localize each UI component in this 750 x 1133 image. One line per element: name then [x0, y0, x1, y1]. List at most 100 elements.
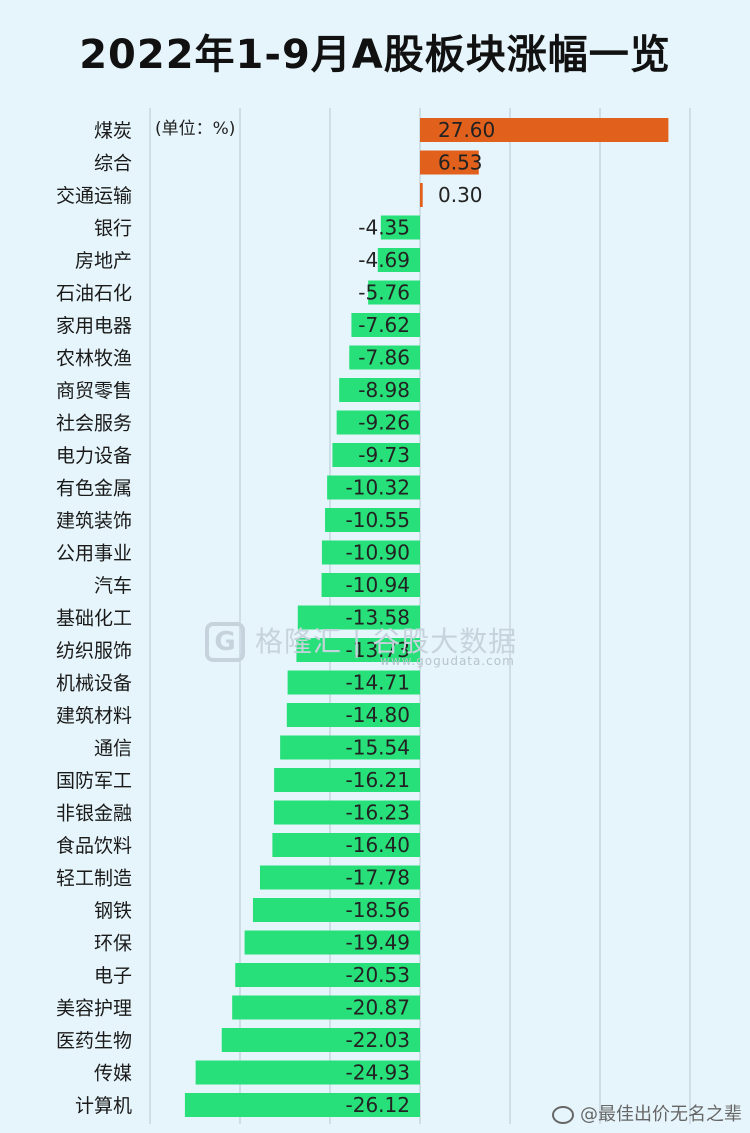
bar: [321, 573, 420, 597]
chart-title: 2022年1-9月A股板块涨幅一览: [79, 32, 671, 78]
value-label: -16.21: [346, 768, 410, 792]
value-label: -13.58: [346, 606, 410, 630]
bar: [368, 280, 420, 305]
category-label: 石油石化: [56, 283, 132, 305]
category-label: 综合: [94, 153, 132, 175]
bar: [273, 800, 420, 825]
value-label: -15.54: [346, 736, 410, 760]
value-label: -18.56: [346, 898, 410, 922]
value-label: 0.30: [438, 183, 483, 207]
value-label: -10.94: [346, 573, 410, 597]
category-label: 商贸零售: [56, 380, 132, 402]
value-label: -10.32: [346, 476, 410, 500]
bar: [221, 1028, 420, 1052]
bar: [184, 1093, 420, 1117]
category-label: 公用事业: [56, 543, 132, 565]
value-label: -19.49: [346, 931, 410, 955]
value-label: -16.40: [346, 833, 410, 857]
watermark-text: 格隆汇 | 谷股大数据: [255, 625, 518, 658]
unit-note: (单位：%): [155, 119, 236, 139]
category-label: 银行: [94, 218, 132, 240]
category-label: 基础化工: [56, 608, 132, 630]
category-label: 通信: [94, 738, 132, 760]
category-label: 传媒: [94, 1063, 132, 1085]
bar: [321, 540, 420, 565]
value-label: -9.73: [358, 443, 410, 467]
category-label: 非银金融: [56, 803, 132, 825]
bar: [349, 345, 420, 370]
bar: [380, 215, 420, 240]
value-label: 27.60: [438, 118, 495, 142]
bar: [327, 475, 420, 500]
category-label: 交通运输: [56, 185, 132, 207]
category-label: 纺织服饰: [56, 640, 132, 662]
watermark-logo-icon: G: [205, 622, 245, 662]
weibo-icon: [552, 1106, 574, 1124]
value-label: -9.26: [358, 411, 410, 435]
value-label: -16.23: [346, 801, 410, 825]
value-label: -20.53: [346, 963, 410, 987]
value-label: -22.03: [346, 1028, 410, 1052]
category-label: 环保: [94, 933, 132, 955]
bar: [272, 833, 420, 857]
category-label: 电力设备: [56, 445, 132, 467]
watermark-url: www.gogudata.com: [380, 654, 515, 668]
category-label: 有色金属: [56, 478, 132, 500]
category-label: 国防军工: [56, 770, 132, 792]
category-label: 计算机: [75, 1095, 132, 1117]
bar: [420, 150, 479, 175]
bar: [195, 1060, 420, 1085]
value-label: -8.98: [358, 378, 410, 402]
bar: [259, 865, 420, 890]
bar: [336, 410, 420, 435]
value-label: -13.73: [346, 638, 410, 662]
category-label: 电子: [94, 965, 132, 987]
bar: [235, 963, 420, 987]
value-label: -10.55: [346, 508, 410, 532]
category-label: 美容护理: [56, 998, 132, 1020]
weibo-credit-text: @最佳出价无名之辈: [580, 1104, 742, 1125]
value-label: -4.69: [358, 248, 410, 272]
value-label: -26.12: [346, 1093, 410, 1117]
bar: [287, 670, 420, 695]
value-label: -14.71: [346, 671, 410, 695]
bar: [244, 930, 420, 955]
bar: [420, 183, 423, 207]
bar: [274, 768, 420, 792]
value-label: -10.90: [346, 541, 410, 565]
bar: [339, 378, 420, 402]
bar: [286, 703, 420, 727]
category-label: 房地产: [75, 250, 132, 272]
value-label: -17.78: [346, 866, 410, 890]
value-label: -14.80: [346, 703, 410, 727]
category-label: 建筑材料: [56, 705, 132, 727]
category-label: 医药生物: [56, 1030, 132, 1052]
category-label: 轻工制造: [56, 868, 132, 890]
category-label: 家用电器: [56, 315, 132, 337]
category-label: 钢铁: [94, 900, 132, 922]
bar: [296, 638, 420, 662]
bar: [280, 735, 420, 760]
bar: [232, 995, 420, 1020]
category-label: 食品饮料: [56, 835, 132, 857]
weibo-credit[interactable]: @最佳出价无名之辈: [552, 1100, 742, 1126]
value-label: -7.62: [358, 313, 410, 337]
bar: [252, 898, 420, 922]
bar: [377, 248, 420, 272]
value-label: -4.35: [358, 216, 410, 240]
category-label: 汽车: [94, 575, 132, 597]
value-label: -5.76: [358, 281, 410, 305]
category-label: 建筑装饰: [56, 510, 132, 532]
value-label: -20.87: [346, 996, 410, 1020]
bar: [332, 443, 420, 467]
category-label: 煤炭: [94, 120, 132, 142]
bar: [420, 118, 669, 142]
bar: [351, 313, 420, 337]
category-label: 社会服务: [56, 413, 132, 435]
bar: [297, 605, 420, 630]
value-label: 6.53: [438, 151, 483, 175]
category-label: 机械设备: [56, 673, 132, 695]
value-label: -24.93: [346, 1061, 410, 1085]
category-label: 农林牧渔: [56, 348, 132, 370]
